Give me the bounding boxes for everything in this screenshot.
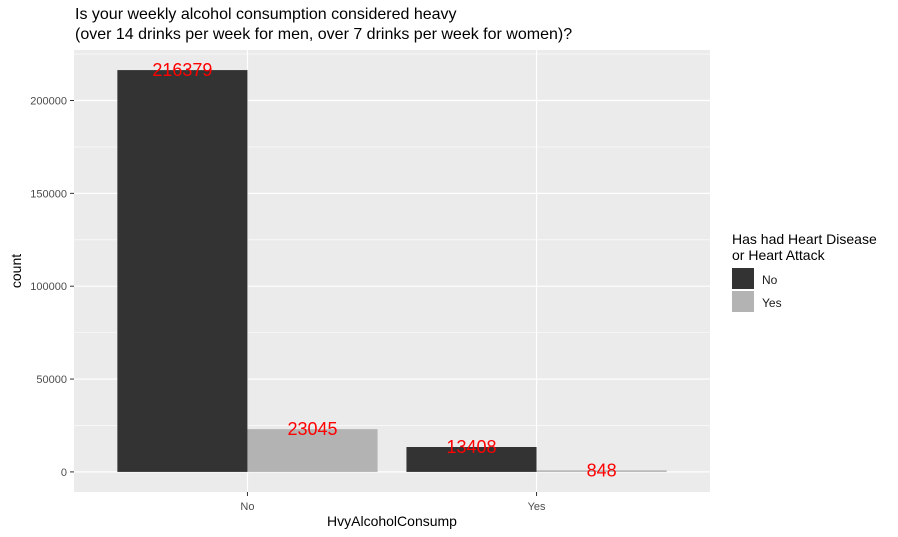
data-label-yes-yes: 848 [587,460,617,480]
chart-title-line-2: (over 14 drinks per week for men, over 7… [75,26,573,43]
legend-key-yes [732,291,754,312]
axes: 0 50000 100000 150000 200000 No Yes HvyAlcoholC… [8,96,546,529]
y-tick-label: 100000 [30,281,67,293]
y-tick-label: 50000 [36,374,67,386]
legend-title-line-1: Has had Heart Disease [732,231,877,247]
legend-title-line-2: or Heart Attack [732,247,825,263]
data-label-no-no: 216379 [152,60,212,80]
legend-label-yes: Yes [762,296,782,310]
data-label-no-yes: 23045 [287,419,337,439]
y-tick-label: 200000 [30,96,67,108]
chart-title-line-1: Is your weekly alcohol consumption consi… [75,6,457,23]
y-tick-label: 0 [61,467,67,479]
data-labels: 216379 13408 23045 848 [152,60,616,480]
data-label-yes-no: 13408 [446,437,496,457]
bar-no-yes [247,429,378,472]
y-tick-label: 150000 [30,188,67,200]
legend-label-no: No [762,273,778,287]
bar-no-no [117,70,248,472]
x-axis-label: HvyAlcoholConsump [327,513,457,529]
legend-key-no [732,268,754,289]
bars [117,70,667,472]
bar-yes-no [406,447,537,472]
x-tick-label-yes: Yes [528,501,546,513]
x-tick-label-no: No [240,501,254,513]
bar-yes-yes [536,470,667,472]
y-axis-label: count [8,254,24,288]
